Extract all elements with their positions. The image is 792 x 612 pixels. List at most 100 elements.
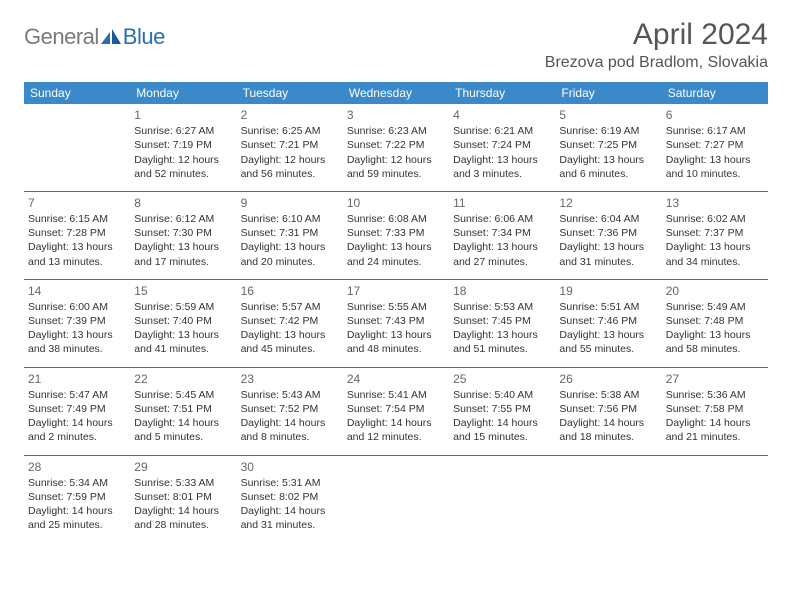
sunrise-text: Sunrise: 6:02 AM — [666, 212, 764, 226]
dayhead-monday: Monday — [130, 82, 236, 104]
day-number: 25 — [453, 371, 551, 387]
calendar-cell: 17Sunrise: 5:55 AMSunset: 7:43 PMDayligh… — [343, 279, 449, 367]
day-number: 8 — [134, 195, 232, 211]
calendar-cell — [24, 104, 130, 191]
dayhead-thursday: Thursday — [449, 82, 555, 104]
sunset-text: Sunset: 7:24 PM — [453, 138, 551, 152]
calendar-cell: 3Sunrise: 6:23 AMSunset: 7:22 PMDaylight… — [343, 104, 449, 191]
calendar-week-row: 21Sunrise: 5:47 AMSunset: 7:49 PMDayligh… — [24, 367, 768, 455]
day-info: Sunrise: 6:25 AMSunset: 7:21 PMDaylight:… — [241, 124, 339, 181]
daylight-text: Daylight: 13 hours and 3 minutes. — [453, 153, 551, 181]
daylight-text: Daylight: 14 hours and 5 minutes. — [134, 416, 232, 444]
calendar-cell: 12Sunrise: 6:04 AMSunset: 7:36 PMDayligh… — [555, 191, 661, 279]
sunset-text: Sunset: 7:36 PM — [559, 226, 657, 240]
calendar-page: General Blue April 2024 Brezova pod Brad… — [0, 0, 792, 560]
daylight-text: Daylight: 14 hours and 25 minutes. — [28, 504, 126, 532]
sunrise-text: Sunrise: 6:17 AM — [666, 124, 764, 138]
calendar-cell: 29Sunrise: 5:33 AMSunset: 8:01 PMDayligh… — [130, 455, 236, 542]
calendar-cell: 24Sunrise: 5:41 AMSunset: 7:54 PMDayligh… — [343, 367, 449, 455]
sunset-text: Sunset: 7:22 PM — [347, 138, 445, 152]
day-info: Sunrise: 5:36 AMSunset: 7:58 PMDaylight:… — [666, 388, 764, 445]
calendar-cell: 22Sunrise: 5:45 AMSunset: 7:51 PMDayligh… — [130, 367, 236, 455]
day-info: Sunrise: 6:15 AMSunset: 7:28 PMDaylight:… — [28, 212, 126, 269]
daylight-text: Daylight: 14 hours and 31 minutes. — [241, 504, 339, 532]
day-info: Sunrise: 5:38 AMSunset: 7:56 PMDaylight:… — [559, 388, 657, 445]
dayhead-tuesday: Tuesday — [237, 82, 343, 104]
calendar-cell: 9Sunrise: 6:10 AMSunset: 7:31 PMDaylight… — [237, 191, 343, 279]
day-number: 12 — [559, 195, 657, 211]
calendar-cell — [555, 455, 661, 542]
calendar-cell: 11Sunrise: 6:06 AMSunset: 7:34 PMDayligh… — [449, 191, 555, 279]
daylight-text: Daylight: 14 hours and 28 minutes. — [134, 504, 232, 532]
month-title: April 2024 — [545, 18, 768, 52]
day-info: Sunrise: 5:55 AMSunset: 7:43 PMDaylight:… — [347, 300, 445, 357]
logo-blue: Blue — [123, 24, 165, 49]
calendar-cell: 30Sunrise: 5:31 AMSunset: 8:02 PMDayligh… — [237, 455, 343, 542]
dayhead-saturday: Saturday — [662, 82, 768, 104]
day-info: Sunrise: 5:31 AMSunset: 8:02 PMDaylight:… — [241, 476, 339, 533]
sunrise-text: Sunrise: 6:12 AM — [134, 212, 232, 226]
sunset-text: Sunset: 7:52 PM — [241, 402, 339, 416]
calendar-cell: 6Sunrise: 6:17 AMSunset: 7:27 PMDaylight… — [662, 104, 768, 191]
calendar-week-row: 1Sunrise: 6:27 AMSunset: 7:19 PMDaylight… — [24, 104, 768, 191]
page-header: General Blue April 2024 Brezova pod Brad… — [24, 18, 768, 72]
sunset-text: Sunset: 7:49 PM — [28, 402, 126, 416]
sunrise-text: Sunrise: 5:34 AM — [28, 476, 126, 490]
day-number: 1 — [134, 107, 232, 123]
day-info: Sunrise: 6:04 AMSunset: 7:36 PMDaylight:… — [559, 212, 657, 269]
sunrise-text: Sunrise: 6:00 AM — [28, 300, 126, 314]
sunset-text: Sunset: 7:59 PM — [28, 490, 126, 504]
calendar-cell: 26Sunrise: 5:38 AMSunset: 7:56 PMDayligh… — [555, 367, 661, 455]
daylight-text: Daylight: 13 hours and 10 minutes. — [666, 153, 764, 181]
sunset-text: Sunset: 7:46 PM — [559, 314, 657, 328]
daylight-text: Daylight: 13 hours and 51 minutes. — [453, 328, 551, 356]
day-info: Sunrise: 6:19 AMSunset: 7:25 PMDaylight:… — [559, 124, 657, 181]
daylight-text: Daylight: 13 hours and 41 minutes. — [134, 328, 232, 356]
day-number: 21 — [28, 371, 126, 387]
day-info: Sunrise: 6:02 AMSunset: 7:37 PMDaylight:… — [666, 212, 764, 269]
day-number: 26 — [559, 371, 657, 387]
brand-logo: General Blue — [24, 18, 165, 50]
day-number: 15 — [134, 283, 232, 299]
day-info: Sunrise: 5:34 AMSunset: 7:59 PMDaylight:… — [28, 476, 126, 533]
daylight-text: Daylight: 14 hours and 15 minutes. — [453, 416, 551, 444]
day-number: 7 — [28, 195, 126, 211]
day-number: 3 — [347, 107, 445, 123]
calendar-cell — [449, 455, 555, 542]
sunset-text: Sunset: 7:45 PM — [453, 314, 551, 328]
daylight-text: Daylight: 14 hours and 12 minutes. — [347, 416, 445, 444]
sunrise-text: Sunrise: 5:36 AM — [666, 388, 764, 402]
sunset-text: Sunset: 7:31 PM — [241, 226, 339, 240]
day-number: 23 — [241, 371, 339, 387]
sunrise-text: Sunrise: 6:21 AM — [453, 124, 551, 138]
sunrise-text: Sunrise: 6:04 AM — [559, 212, 657, 226]
calendar-cell: 2Sunrise: 6:25 AMSunset: 7:21 PMDaylight… — [237, 104, 343, 191]
sunset-text: Sunset: 7:55 PM — [453, 402, 551, 416]
daylight-text: Daylight: 13 hours and 58 minutes. — [666, 328, 764, 356]
calendar-cell: 16Sunrise: 5:57 AMSunset: 7:42 PMDayligh… — [237, 279, 343, 367]
day-number: 27 — [666, 371, 764, 387]
sunrise-text: Sunrise: 5:33 AM — [134, 476, 232, 490]
sunset-text: Sunset: 8:01 PM — [134, 490, 232, 504]
dayhead-friday: Friday — [555, 82, 661, 104]
calendar-cell: 13Sunrise: 6:02 AMSunset: 7:37 PMDayligh… — [662, 191, 768, 279]
sunset-text: Sunset: 7:39 PM — [28, 314, 126, 328]
day-number: 19 — [559, 283, 657, 299]
sunset-text: Sunset: 7:37 PM — [666, 226, 764, 240]
calendar-cell: 25Sunrise: 5:40 AMSunset: 7:55 PMDayligh… — [449, 367, 555, 455]
day-number: 18 — [453, 283, 551, 299]
day-info: Sunrise: 5:59 AMSunset: 7:40 PMDaylight:… — [134, 300, 232, 357]
day-number: 24 — [347, 371, 445, 387]
sunset-text: Sunset: 7:51 PM — [134, 402, 232, 416]
day-info: Sunrise: 5:57 AMSunset: 7:42 PMDaylight:… — [241, 300, 339, 357]
sunset-text: Sunset: 7:43 PM — [347, 314, 445, 328]
calendar-cell: 19Sunrise: 5:51 AMSunset: 7:46 PMDayligh… — [555, 279, 661, 367]
sunrise-text: Sunrise: 5:51 AM — [559, 300, 657, 314]
daylight-text: Daylight: 13 hours and 17 minutes. — [134, 240, 232, 268]
sunset-text: Sunset: 7:34 PM — [453, 226, 551, 240]
day-number: 11 — [453, 195, 551, 211]
day-number: 16 — [241, 283, 339, 299]
day-info: Sunrise: 5:49 AMSunset: 7:48 PMDaylight:… — [666, 300, 764, 357]
day-info: Sunrise: 6:17 AMSunset: 7:27 PMDaylight:… — [666, 124, 764, 181]
calendar-cell: 5Sunrise: 6:19 AMSunset: 7:25 PMDaylight… — [555, 104, 661, 191]
